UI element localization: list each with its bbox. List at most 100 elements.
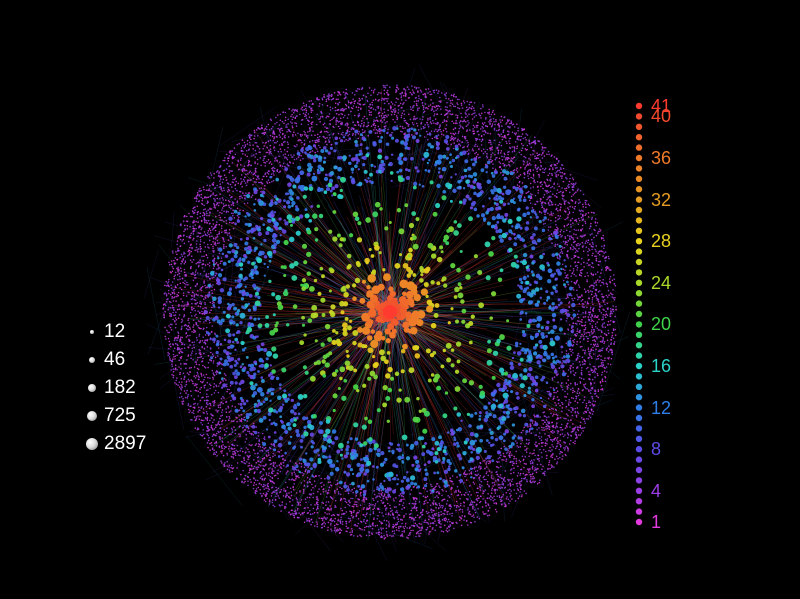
network-node [573, 273, 576, 276]
network-node [352, 132, 354, 135]
network-edge [494, 119, 496, 212]
network-edge [389, 319, 431, 402]
network-node [261, 475, 263, 478]
network-node [418, 107, 421, 109]
network-node [210, 424, 213, 427]
network-node [583, 337, 585, 340]
network-node [571, 318, 574, 320]
network-node [446, 120, 448, 123]
network-node [212, 193, 214, 196]
network-edge [583, 242, 611, 352]
network-node [220, 175, 222, 177]
network-node [179, 278, 181, 280]
network-node [393, 516, 395, 519]
network-edge [215, 333, 244, 422]
network-edge [391, 304, 485, 409]
network-node [493, 127, 496, 130]
network-node [278, 134, 281, 136]
network-node [583, 378, 585, 380]
network-node [370, 94, 372, 96]
network-node [165, 338, 167, 340]
network-node [515, 169, 518, 171]
network-node [164, 311, 166, 313]
network-node [173, 259, 175, 262]
network-node [212, 192, 214, 194]
network-node [576, 401, 579, 404]
network-node [516, 445, 518, 447]
network-node [507, 151, 509, 153]
network-node [293, 516, 296, 519]
network-node [599, 260, 602, 263]
network-node [292, 162, 295, 164]
network-node [328, 513, 331, 515]
network-node [219, 382, 221, 385]
network-node [225, 401, 227, 404]
network-node [573, 192, 576, 195]
network-node [433, 113, 436, 115]
network-node [470, 494, 472, 496]
network-node [207, 446, 209, 449]
network-node [238, 216, 240, 219]
network-node [565, 382, 568, 384]
network-node [541, 146, 544, 148]
network-node [437, 104, 440, 107]
network-node [508, 502, 510, 505]
network-node [430, 492, 432, 495]
network-node [507, 484, 509, 486]
network-node [502, 174, 505, 176]
network-node [227, 239, 230, 241]
network-node [197, 373, 199, 375]
network-node [210, 426, 213, 429]
network-node [382, 527, 384, 530]
network-node [533, 477, 536, 479]
network-node [458, 140, 461, 142]
network-node [615, 308, 617, 311]
network-node [212, 429, 214, 431]
network-node [500, 447, 503, 450]
network-node [580, 213, 582, 215]
network-node [539, 198, 542, 200]
network-node [545, 450, 547, 453]
network-node [412, 519, 415, 521]
network-node [193, 375, 195, 378]
network-node [213, 243, 216, 245]
network-node [579, 381, 582, 383]
network-node [263, 145, 266, 147]
network-node [583, 426, 586, 429]
network-node [557, 430, 560, 433]
network-node [424, 107, 427, 109]
network-node [265, 175, 268, 178]
network-node [220, 368, 223, 370]
network-node [474, 520, 476, 523]
network-edge [246, 235, 394, 315]
network-node [396, 125, 398, 127]
network-node [181, 255, 184, 257]
network-node [219, 430, 222, 433]
network-edge [391, 304, 600, 319]
network-node [243, 424, 246, 427]
network-node [576, 269, 578, 271]
network-node [273, 136, 276, 138]
network-node [515, 482, 518, 485]
network-node [221, 190, 223, 192]
network-node [581, 268, 584, 271]
network-node [301, 472, 304, 474]
network-node [288, 492, 290, 494]
network-node [185, 383, 188, 386]
network-node [223, 229, 226, 232]
network-node [457, 138, 459, 141]
network-node [368, 502, 371, 505]
network-node [473, 509, 476, 511]
network-node [173, 297, 175, 299]
network-node [184, 275, 187, 277]
network-node [572, 366, 574, 369]
network-node [297, 507, 299, 510]
network-edge [266, 294, 381, 315]
network-node [226, 461, 228, 463]
network-node [267, 159, 270, 161]
network-node [610, 357, 613, 360]
network-node [550, 412, 552, 415]
network-node [305, 518, 308, 520]
network-node [494, 158, 497, 161]
network-node [241, 170, 244, 172]
